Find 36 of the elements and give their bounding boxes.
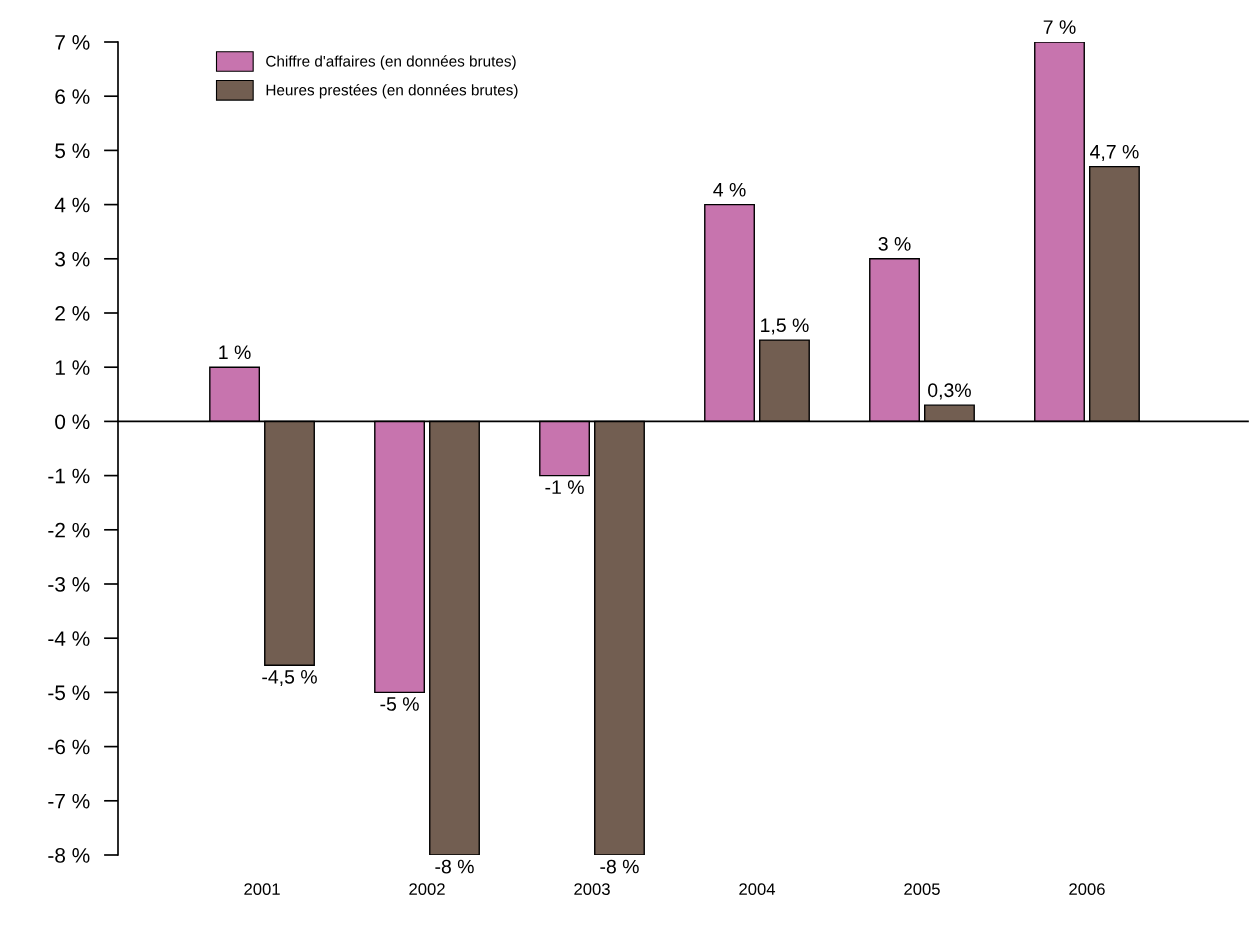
y-tick-label: -2 % (48, 522, 90, 538)
y-tick-label: 4 % (54, 197, 90, 213)
data-label: 1 % (219, 345, 251, 360)
data-label: -5 % (380, 697, 419, 711)
data-label: 4,7 % (1090, 144, 1139, 161)
y-tick-label: 3 % (55, 251, 90, 267)
y-tick-label: 0 % (55, 414, 90, 430)
y-tick-label: -3 % (48, 577, 90, 592)
x-tick-label: 2003 (574, 883, 610, 896)
legend-label: Chiffre d'affaires (en données brutes) (266, 55, 516, 70)
y-tick-label: 2 % (55, 306, 90, 321)
data-label: 0,3% (928, 383, 971, 400)
x-tick-label: 2002 (409, 883, 445, 896)
y-tick-label: -6 % (48, 739, 90, 755)
y-tick-label: 6 % (55, 89, 90, 104)
y-tick-label: 1 % (55, 360, 90, 375)
y-tick-label: 7 % (55, 35, 90, 50)
x-tick-label: 2004 (739, 883, 776, 896)
y-tick-label: -7 % (48, 793, 90, 809)
data-label: -1 % (545, 480, 584, 494)
y-tick-label: -1 % (48, 468, 90, 484)
x-tick-label: 2006 (1069, 883, 1105, 896)
data-label: 1,5 % (761, 318, 809, 335)
y-tick-label: -5 % (48, 685, 90, 701)
data-label: -8 % (600, 859, 639, 874)
data-label: 7 % (1043, 20, 1076, 34)
data-label: -8 % (435, 859, 474, 874)
x-tick-label: 2005 (904, 883, 940, 896)
data-label: 3 % (878, 237, 911, 251)
y-tick-label: 5 % (55, 143, 90, 159)
y-tick-label: -8 % (48, 848, 90, 863)
data-label: 4 % (713, 182, 746, 197)
y-tick-label: -4 % (48, 631, 90, 646)
legend-label: Heures prestées (en données brutes) (266, 84, 518, 99)
data-label: -4,5 % (262, 670, 317, 687)
x-tick-label: 2001 (244, 883, 280, 896)
